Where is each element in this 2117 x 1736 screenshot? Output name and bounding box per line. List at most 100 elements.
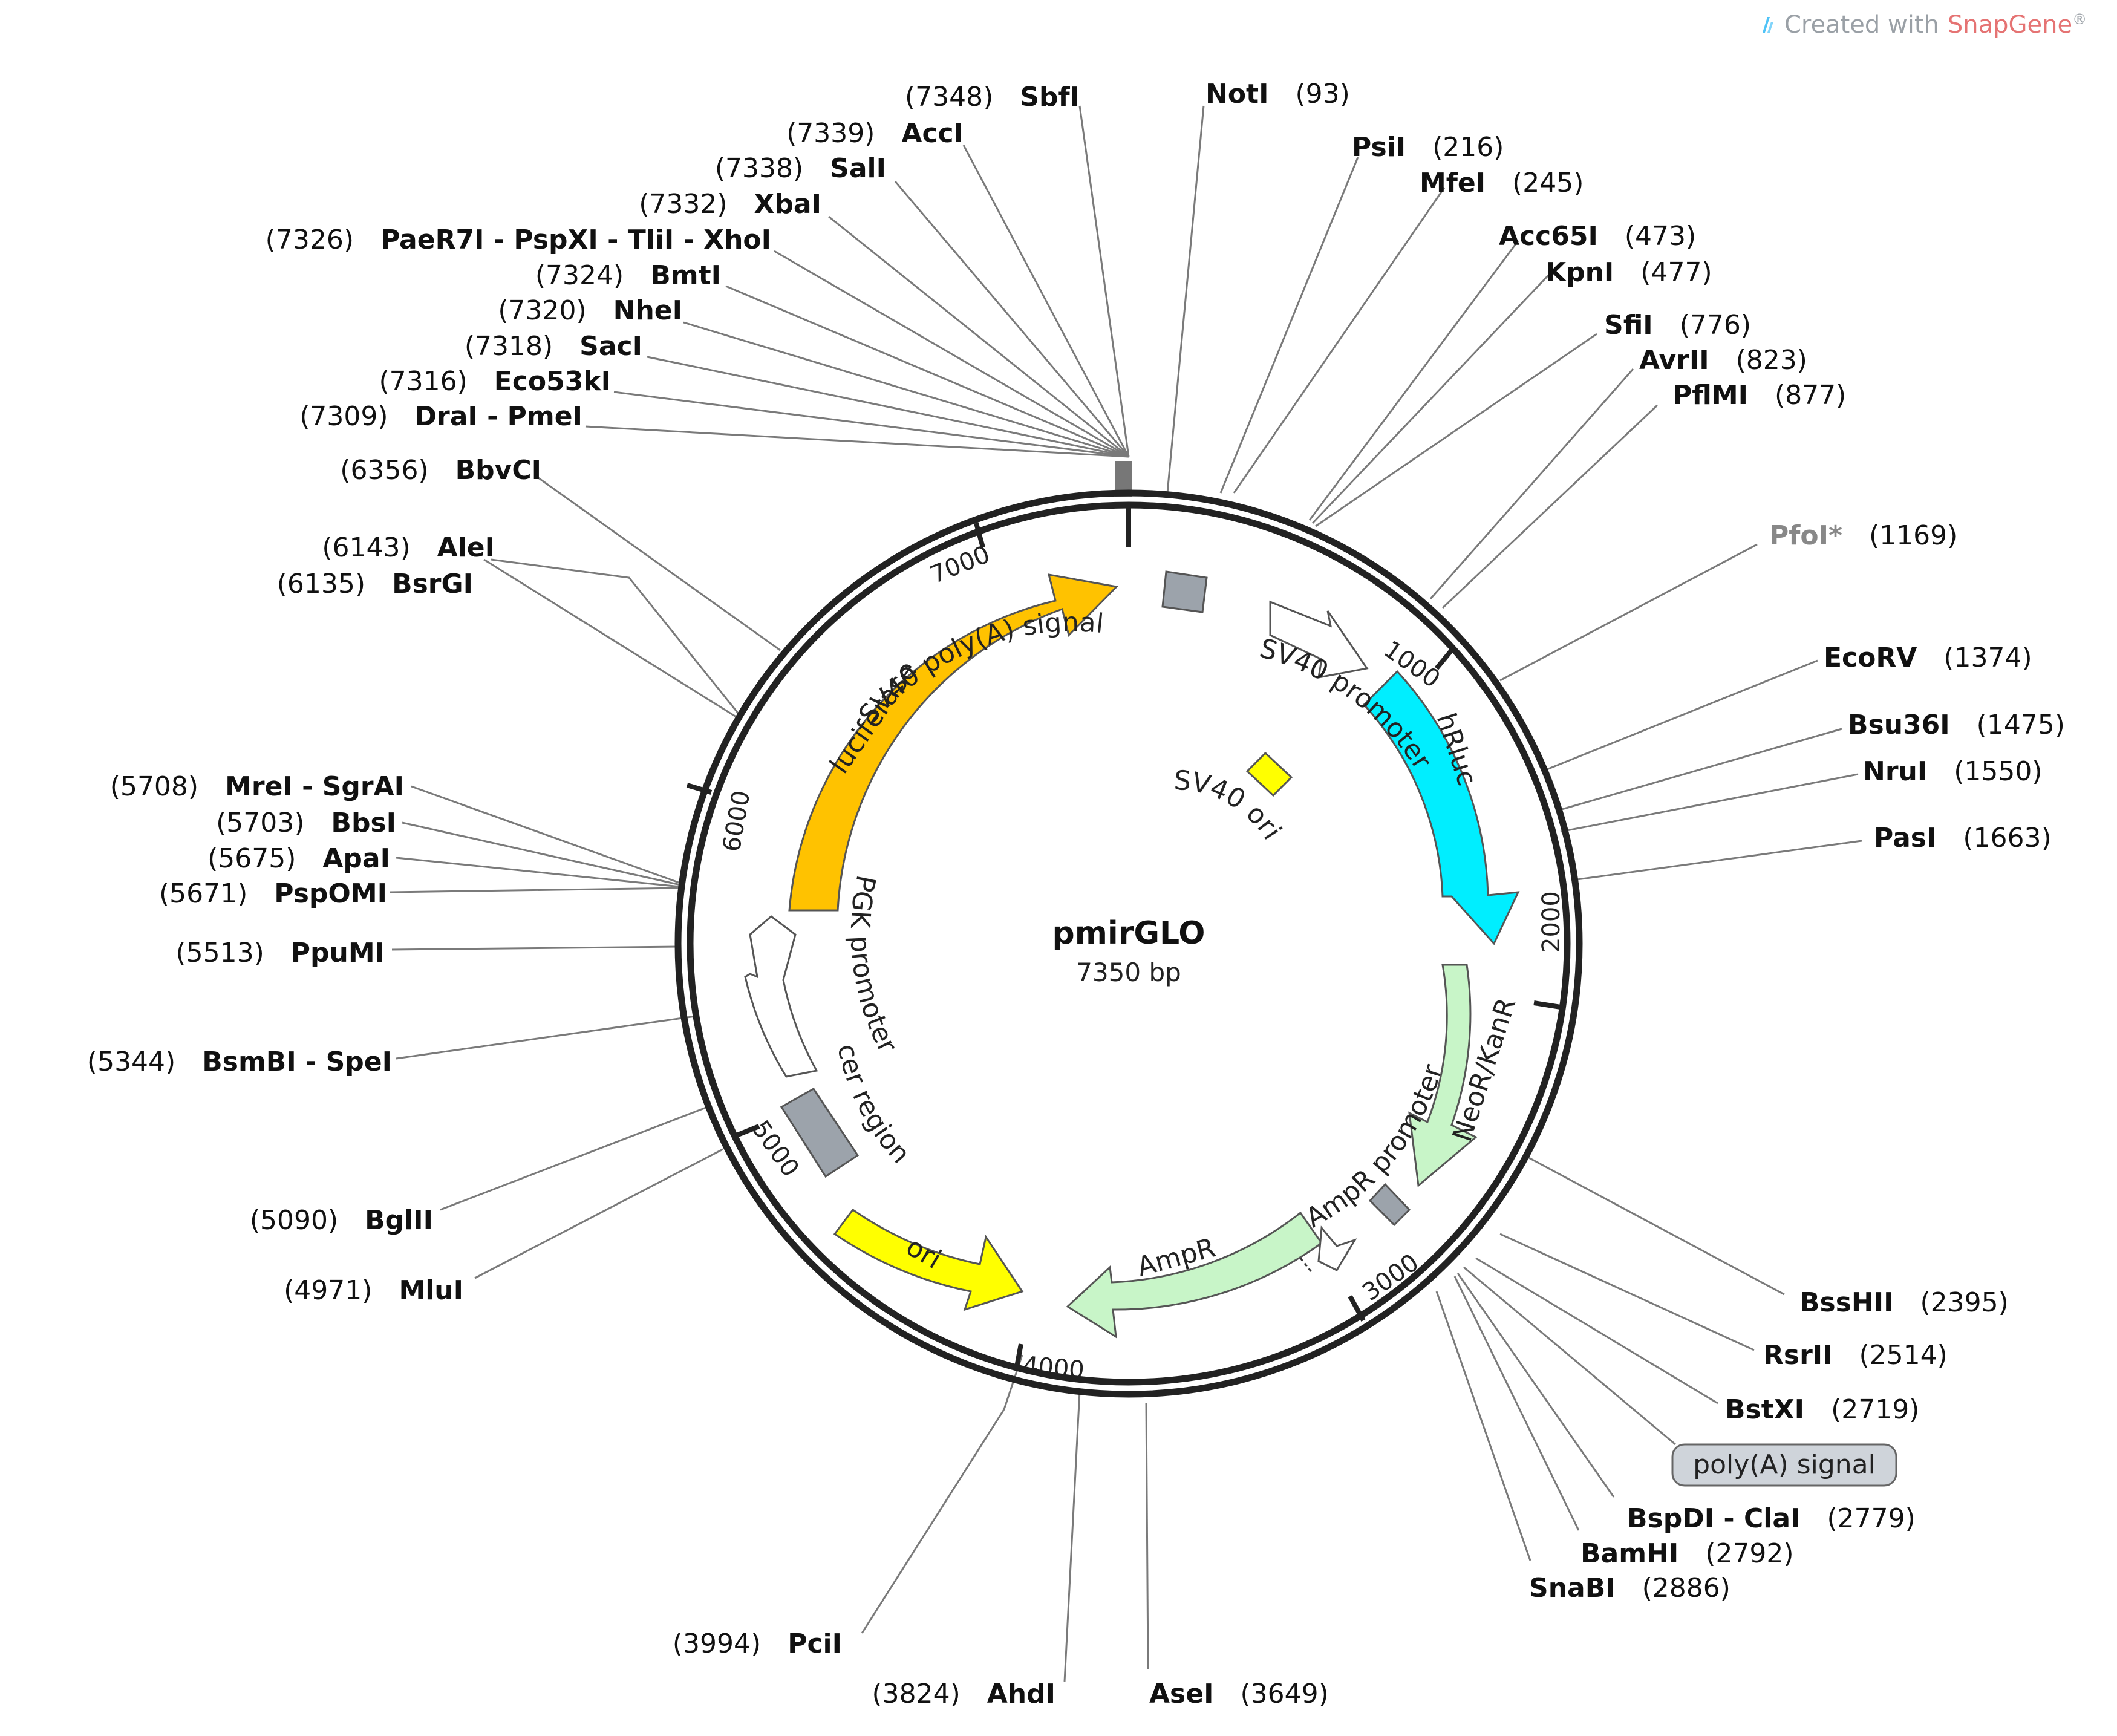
site-nrui[interactable]: NruI (1550): [1863, 756, 2043, 787]
site-psii-enzyme: PsiI: [1352, 132, 1406, 163]
leader-bmti: [725, 285, 1129, 458]
site-dra-pme-position: (7309): [299, 401, 388, 432]
site-kpni[interactable]: KpnI (477): [1545, 257, 1712, 288]
leader-kpni: [1311, 274, 1550, 524]
site-sbfi-position: (7348): [905, 82, 993, 113]
site-bbsi[interactable]: (5703) BbsI: [216, 808, 396, 838]
site-saci[interactable]: (7318) SacI: [465, 331, 642, 362]
feature-luciferase[interactable]: [788, 573, 1119, 912]
leader-bsu36i: [1557, 728, 1842, 812]
site-bmti-enzyme: BmtI: [650, 260, 721, 291]
site-acc65i-enzyme: Acc65I: [1499, 221, 1598, 252]
site-bsrgi[interactable]: (6135) BsrGI: [277, 569, 473, 599]
site-sfii-position: (776): [1680, 310, 1751, 341]
site-psii[interactable]: PsiI (216): [1352, 132, 1504, 163]
site-pasi[interactable]: PasI (1663): [1874, 823, 2052, 853]
site-ecorv-enzyme: EcoRV: [1824, 642, 1917, 673]
leader-pspomi: [390, 887, 681, 893]
site-bsmbi-spei[interactable]: (5344) BsmBI - SpeI: [87, 1046, 392, 1077]
site-pcii[interactable]: (3994) PciI: [673, 1628, 842, 1659]
feature-AmpR[interactable]: [1066, 1211, 1323, 1339]
feature-AmpR-promoter[interactable]: [1317, 1225, 1357, 1271]
leader-bsshii: [1524, 1154, 1785, 1296]
site-nhei[interactable]: (7320) NheI: [498, 295, 682, 326]
leader-snabi: [1435, 1291, 1531, 1561]
site-ppumi[interactable]: (5513) PpuMI: [175, 938, 385, 968]
leader-noti: [1166, 105, 1205, 494]
site-bstxi[interactable]: BstXI (2719): [1725, 1394, 1919, 1425]
site-bbvci[interactable]: (6356) BbvCI: [340, 455, 541, 486]
site-bamhi[interactable]: BamHI (2792): [1580, 1538, 1794, 1569]
credit-prefix: Created with: [1784, 11, 1939, 39]
site-mfei[interactable]: MfeI (245): [1420, 168, 1584, 198]
site-noti-enzyme: NotI: [1205, 79, 1268, 109]
site-eco53ki-position: (7316): [379, 366, 467, 397]
leader-sbfi: [1078, 105, 1130, 457]
site-nhei-enzyme: NheI: [613, 295, 682, 326]
site-pasi-enzyme: PasI: [1874, 823, 1936, 853]
site-nrui-enzyme: NruI: [1863, 756, 1927, 787]
site-pcii-position: (3994): [673, 1628, 761, 1659]
site-pspomi[interactable]: (5671) PspOMI: [159, 878, 387, 909]
feature-SV40-promoter[interactable]: [1269, 600, 1369, 679]
site-kpni-position: (477): [1640, 257, 1712, 288]
site-sfii[interactable]: SfiI (776): [1604, 310, 1751, 341]
site-ahdi-enzyme: AhdI: [987, 1679, 1055, 1709]
site-bsshii-enzyme: BssHII: [1799, 1287, 1893, 1318]
site-mrei-sgrai-enzyme: MreI - SgrAI: [225, 771, 404, 802]
site-noti-position: (93): [1295, 79, 1349, 109]
site-apai[interactable]: (5675) ApaI: [207, 843, 390, 874]
site-ahdi-position: (3824): [872, 1679, 960, 1709]
site-xhoi-group[interactable]: (7326) PaeR7I - PspXI - TliI - XhoI: [266, 224, 771, 255]
site-ahdi[interactable]: (3824) AhdI: [872, 1679, 1055, 1709]
leader-spei: [396, 1015, 696, 1060]
site-rsrii[interactable]: RsrII (2514): [1763, 1340, 1948, 1371]
site-mfei-enzyme: MfeI: [1420, 168, 1486, 198]
site-bsshii[interactable]: BssHII (2395): [1799, 1287, 2009, 1318]
site-sali[interactable]: (7338) SalI: [715, 153, 886, 184]
site-mrei-sgrai[interactable]: (5708) MreI - SgrAI: [110, 771, 404, 802]
site-bsmbi-spei-position: (5344): [87, 1046, 175, 1077]
site-sali-enzyme: SalI: [830, 153, 886, 184]
site-bglii-enzyme: BglII: [365, 1205, 433, 1236]
site-xbai[interactable]: (7332) XbaI: [639, 189, 821, 220]
site-acci-position: (7339): [786, 118, 875, 149]
site-asei[interactable]: AseI (3649): [1149, 1679, 1329, 1709]
site-ecorv[interactable]: EcoRV (1374): [1824, 642, 2032, 673]
snapgene-credit: Created with SnapGene®: [1760, 11, 2087, 39]
site-avrii[interactable]: AvrII (823): [1639, 345, 1807, 376]
feature-NeoR[interactable]: [1408, 964, 1478, 1187]
site-mfei-position: (245): [1512, 168, 1584, 198]
site-dra-pme[interactable]: (7309) DraI - PmeI: [299, 401, 582, 432]
site-bspdi-clai[interactable]: BspDI - ClaI (2779): [1627, 1503, 1916, 1534]
site-acc65i[interactable]: Acc65I (473): [1499, 221, 1696, 252]
feature-polyA-box[interactable]: [1368, 1183, 1411, 1227]
site-alei[interactable]: (6143) AleI: [322, 532, 495, 563]
site-dra-pme-enzyme: DraI - PmeI: [415, 401, 583, 432]
feature-ori[interactable]: [833, 1208, 1024, 1311]
site-acci[interactable]: (7339) AccI: [786, 118, 964, 149]
site-pflmi[interactable]: PflMI (877): [1672, 380, 1846, 411]
site-bmti[interactable]: (7324) BmtI: [535, 260, 721, 291]
feature-hRluc[interactable]: [1362, 670, 1520, 945]
polyA-signal-badge[interactable]: poly(A) signal: [1671, 1443, 1897, 1487]
leader-saci: [647, 356, 1129, 458]
site-bglii-position: (5090): [250, 1205, 338, 1236]
site-eco53ki[interactable]: (7316) Eco53kI: [379, 366, 611, 397]
feature-SV40-ori[interactable]: [1245, 751, 1293, 797]
feature-cer-region[interactable]: [780, 1088, 860, 1178]
feature-PGK-promoter[interactable]: [744, 915, 818, 1078]
site-noti[interactable]: NotI (93): [1205, 79, 1350, 109]
site-bglii[interactable]: (5090) BglII: [250, 1205, 433, 1236]
leader-nhei: [683, 321, 1129, 458]
site-snabi[interactable]: SnaBI (2886): [1529, 1573, 1730, 1604]
site-bbsi-position: (5703): [216, 808, 304, 838]
leader-mrei: [411, 785, 681, 884]
site-pfoi[interactable]: PfoI* (1169): [1769, 520, 1957, 551]
site-bsu36i[interactable]: Bsu36I (1475): [1848, 710, 2065, 740]
site-xhoi-group-enzyme: PaeR7I - PspXI - TliI - XhoI: [380, 224, 771, 255]
site-mlui[interactable]: (4971) MluI: [284, 1275, 463, 1306]
site-sbfi[interactable]: (7348) SbfI: [905, 82, 1080, 113]
feature-SV40-polyA[interactable]: [1161, 570, 1208, 613]
plasmid-length: 7350 bp: [1076, 958, 1181, 987]
